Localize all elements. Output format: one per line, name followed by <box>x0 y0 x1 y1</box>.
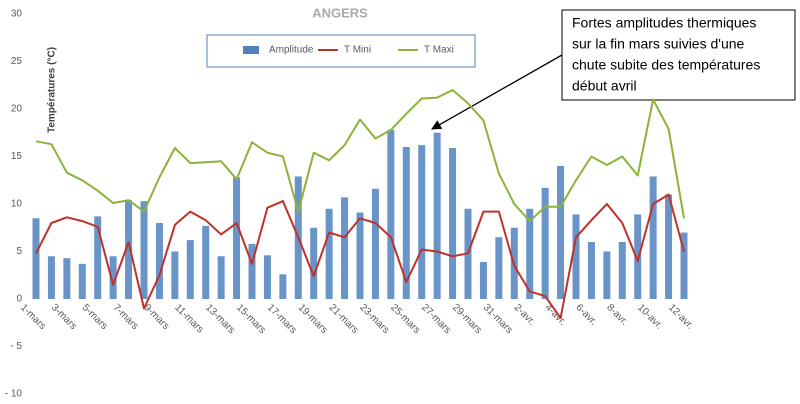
x-tick-label: 12-avr. <box>666 302 695 331</box>
annotation-line: début avril <box>572 78 637 94</box>
bar <box>557 166 565 299</box>
legend: Amplitude T Mini T Maxi <box>243 45 454 56</box>
bar <box>680 232 688 299</box>
y-tick-label: 25 <box>11 56 23 67</box>
bar <box>479 261 487 299</box>
line <box>35 89 685 223</box>
chart-title: ANGERS <box>312 5 368 20</box>
bar <box>449 147 457 299</box>
bar <box>433 132 441 299</box>
legend-swatch <box>243 46 259 54</box>
bar <box>371 188 379 299</box>
bar <box>109 256 117 299</box>
y-tick-label: 20 <box>11 104 23 115</box>
bar <box>526 208 534 299</box>
x-tick-label: 21-mars <box>327 302 361 336</box>
bar <box>325 208 333 299</box>
bar <box>618 242 626 299</box>
bar <box>78 263 86 299</box>
y-tick-label: 5 <box>16 246 22 257</box>
bar <box>665 194 673 299</box>
y-tick-label: 30 <box>11 9 23 20</box>
y-tick-label: - 10 <box>5 389 23 400</box>
bar <box>94 216 102 299</box>
bar <box>387 129 395 299</box>
annotation: Fortes amplitudes thermiques sur la fin m… <box>572 15 760 94</box>
annotation-line: chute subite des températures <box>572 57 760 73</box>
bar <box>649 176 657 299</box>
bar <box>217 256 225 299</box>
bar <box>155 223 163 299</box>
bar <box>418 145 426 299</box>
bar <box>248 243 256 299</box>
bar <box>587 242 595 299</box>
bar <box>125 200 133 299</box>
x-tick-label: 29-mars <box>450 302 484 336</box>
bar <box>202 225 210 299</box>
x-tick-label: 8-avr. <box>604 302 629 327</box>
bar <box>634 214 642 299</box>
bar <box>279 274 287 299</box>
annotation-arrow <box>431 54 563 130</box>
bar <box>341 197 349 299</box>
x-tick-label: 3-mars <box>49 302 79 332</box>
x-tick-label: 25-mars <box>388 302 422 336</box>
bar <box>171 251 179 299</box>
bar <box>356 212 364 299</box>
bar <box>310 227 318 299</box>
x-tick-label: 7-mars <box>111 302 141 332</box>
x-tick-label: 17-mars <box>265 302 299 336</box>
bar <box>63 258 71 299</box>
bar <box>186 240 194 299</box>
x-tick-label: 6-avr. <box>573 302 598 327</box>
bar <box>572 214 580 299</box>
bar <box>47 256 55 299</box>
bar <box>32 218 40 299</box>
bar <box>233 177 241 299</box>
y-tick-label: 15 <box>11 151 23 162</box>
y-axis-label: Températures (°C) <box>47 47 58 133</box>
x-tick-label: 4-avr. <box>543 302 568 327</box>
legend-label: T Mini <box>344 45 371 56</box>
y-tick-label: 0 <box>16 294 22 305</box>
bar <box>263 255 271 299</box>
x-tick-label: 2-avr. <box>512 302 537 327</box>
bar <box>603 251 611 299</box>
line <box>35 193 685 319</box>
x-tick-label: 15-mars <box>234 302 268 336</box>
annotation-box <box>561 9 796 101</box>
annotation-line: sur la fin mars suivies d'une <box>572 36 745 52</box>
x-tick-label: 5-mars <box>80 302 110 332</box>
x-tick-label: 11-mars <box>172 302 205 335</box>
x-tick-label: 31-mars <box>481 302 515 336</box>
legend-label: T Maxi <box>424 45 454 56</box>
y-tick-label: - 5 <box>10 341 22 352</box>
bar <box>140 201 148 299</box>
x-tick-label: 13-mars <box>203 302 237 336</box>
x-tick-label: 23-mars <box>357 302 391 336</box>
annotation-line: Fortes amplitudes thermiques <box>572 15 756 31</box>
x-tick-label: 19-mars <box>296 302 330 336</box>
y-tick-label: 10 <box>11 199 23 210</box>
bar <box>495 237 503 299</box>
x-tick-label: 1-mars <box>18 302 48 332</box>
bar <box>541 187 549 299</box>
legend-label: Amplitude <box>269 45 314 56</box>
x-tick-label: 10-avr. <box>635 302 664 331</box>
bar <box>402 147 410 299</box>
x-tick-label: 27-mars <box>419 302 453 336</box>
